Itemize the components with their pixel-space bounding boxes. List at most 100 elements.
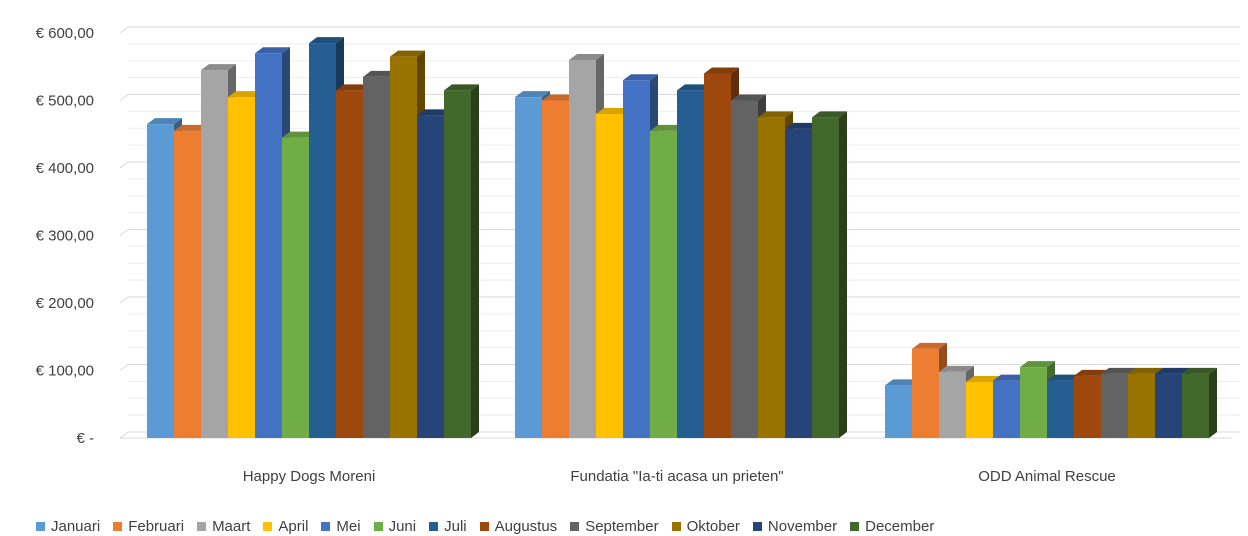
legend-label: Januari <box>51 517 101 535</box>
bar-front <box>336 90 363 438</box>
bar-top <box>255 47 290 54</box>
gridline-side <box>119 296 129 304</box>
bar-top <box>515 91 550 98</box>
bar-top <box>704 67 739 74</box>
bar-top <box>417 109 452 116</box>
bar-front <box>542 100 569 438</box>
bar-top <box>731 94 766 101</box>
legend-swatch <box>321 521 331 531</box>
legend-swatch <box>671 521 681 531</box>
legend-item: November <box>752 517 838 535</box>
legend-item: Juni <box>373 517 417 535</box>
bar-front <box>966 381 993 438</box>
bar-top <box>1155 367 1190 374</box>
y-tick-label: € 300,00 <box>36 228 94 245</box>
bar-top <box>912 342 947 349</box>
bar-top <box>1020 361 1055 368</box>
bar-front <box>1128 373 1155 438</box>
category-label: ODD Animal Rescue <box>978 468 1116 485</box>
legend-swatch <box>36 521 45 531</box>
gridline-side <box>119 431 129 439</box>
legend-swatch <box>373 521 383 531</box>
legend-swatch <box>197 521 207 531</box>
bar-top <box>1047 374 1082 381</box>
y-tick-label: € 400,00 <box>36 160 94 177</box>
bar-chart: € - € 100,00 € 200,00 € 300,00 € 400,00 € 500… <box>36 25 1240 485</box>
bar-front <box>1155 373 1182 438</box>
bar-top <box>623 74 658 81</box>
x-axis: Happy Dogs Moreni Fundatia "Ia-ti acasa u… <box>243 468 1116 485</box>
bar-front <box>596 114 623 438</box>
legend-swatch <box>263 521 273 531</box>
bar-side <box>839 111 847 438</box>
gridline-side <box>119 94 129 101</box>
bar-front <box>650 130 677 438</box>
legend-swatch <box>570 521 580 531</box>
bar-top <box>1128 367 1163 374</box>
legend-label: December <box>865 517 935 535</box>
bar-front <box>444 90 471 438</box>
legend-label: September <box>585 517 659 535</box>
gridline-side <box>119 161 129 169</box>
bar-top <box>966 375 1001 382</box>
bar-front <box>1047 380 1074 438</box>
bar-top <box>542 94 577 101</box>
legend-item: September <box>570 517 659 535</box>
category-label: Fundatia "Ia-ti acasa un prieten" <box>570 468 783 485</box>
bar-front <box>390 56 417 438</box>
legend-label: Juli <box>444 517 467 535</box>
legend-swatch <box>429 521 439 531</box>
legend-item: Juli <box>429 518 467 535</box>
bar-top <box>785 122 820 129</box>
legend-swatch <box>850 521 860 531</box>
legend-label: Oktober <box>686 517 740 535</box>
bar-top <box>677 84 712 91</box>
bar-front <box>939 371 966 438</box>
bar-top <box>282 131 317 138</box>
y-tick-label: € - <box>76 430 94 447</box>
bar-front <box>677 90 704 438</box>
y-tick-label: € 600,00 <box>36 25 94 42</box>
legend-item: Januari <box>36 518 100 535</box>
bar-front <box>1101 373 1128 438</box>
gridline-side <box>119 229 129 236</box>
bar-front <box>569 60 596 438</box>
bar-front <box>812 117 839 438</box>
bar-front <box>282 137 309 438</box>
legend-swatch <box>113 521 123 531</box>
y-axis: € - € 100,00 € 200,00 € 300,00 € 400,00 € 500… <box>36 25 94 447</box>
bar-side <box>471 84 479 438</box>
bars <box>147 37 1217 438</box>
y-tick-label: € 500,00 <box>36 93 94 110</box>
bar-top <box>147 118 182 125</box>
legend-label: November <box>767 517 838 535</box>
bar-top <box>444 84 479 91</box>
bar-front <box>363 76 390 438</box>
bar-top <box>812 111 847 118</box>
bar <box>812 111 847 438</box>
bar-top <box>228 91 263 98</box>
bar-top <box>993 374 1028 381</box>
legend-swatch <box>479 521 489 531</box>
bar-front <box>228 97 255 438</box>
bar-front <box>731 100 758 438</box>
bar-top <box>309 37 344 44</box>
bar-front <box>309 43 336 438</box>
y-tick-label: € 100,00 <box>36 363 94 380</box>
legend-label: Februari <box>128 517 185 535</box>
bar-front <box>785 128 812 438</box>
bar-top <box>174 124 209 131</box>
legend-item: December <box>850 518 934 535</box>
bar-top <box>569 54 604 60</box>
bar-front <box>174 130 201 438</box>
bar <box>1182 367 1217 438</box>
bar-front <box>255 53 282 438</box>
legend-label: Juni <box>388 517 417 535</box>
legend-item: Maart <box>197 518 250 535</box>
bar-front <box>758 117 785 438</box>
bar-top <box>1182 367 1217 374</box>
bar-front <box>1182 373 1209 438</box>
bar-top <box>1101 367 1136 374</box>
bar-top <box>596 108 631 114</box>
bar-front <box>885 385 912 438</box>
